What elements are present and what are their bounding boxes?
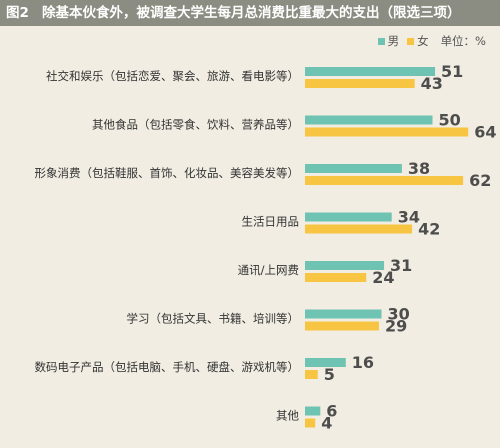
category-label: 形象消费（包括鞋服、首饰、化妆品、美容美发等） <box>35 166 300 180</box>
category-label: 数码电子产品（包括电脑、手机、硬盘、游戏机等） <box>35 360 300 374</box>
unit-label: 单位：% <box>440 34 486 48</box>
value-label-female: 42 <box>418 220 440 239</box>
value-label-female: 62 <box>469 171 491 190</box>
bar-male <box>305 261 385 270</box>
bar-male <box>305 309 382 319</box>
category-label: 社交和娱乐（包括恋爱、聚会、旅游、看电影等） <box>46 69 299 83</box>
category-label: 其他食品（包括零食、饮料、营养品等） <box>92 118 299 132</box>
bar-female <box>305 273 367 282</box>
legend: 男 女 单位：% <box>370 33 486 49</box>
value-label-male: 30 <box>388 305 410 324</box>
bar-female <box>305 176 464 185</box>
value-label-female: 29 <box>385 317 407 336</box>
category-label: 学习（包括文具、书籍、培训等） <box>127 312 300 326</box>
category-label: 其他 <box>276 409 299 423</box>
value-label-female: 4 <box>321 414 332 433</box>
chart-header: 图2 除基本伙食外，被调查大学生每月总消费比重最大的支出（限选三项） <box>0 0 500 26</box>
bar-female <box>305 127 469 137</box>
value-label-male: 34 <box>398 208 420 227</box>
legend-item-female: 女 <box>407 33 429 49</box>
bar-male <box>305 212 392 222</box>
chart-title: 除基本伙食外，被调查大学生每月总消费比重最大的支出（限选三项） <box>42 5 461 21</box>
value-label-female: 5 <box>324 365 335 384</box>
category-label: 生活日用品 <box>242 215 300 229</box>
bar-female <box>305 418 316 428</box>
value-label-male: 31 <box>390 256 412 275</box>
figure-number: 图2 <box>6 5 29 21</box>
value-label-male: 16 <box>352 353 374 372</box>
bar-female <box>305 79 415 88</box>
bar-male <box>305 406 321 416</box>
bar-female <box>305 370 318 379</box>
value-label-male: 6 <box>326 402 337 421</box>
bar-male <box>305 115 433 125</box>
category-label: 通讯/上网费 <box>238 263 299 277</box>
value-label-female: 64 <box>474 123 496 142</box>
legend-label-male: 男 <box>387 34 400 48</box>
legend-swatch-male <box>377 37 385 45</box>
legend-item-male: 男 <box>377 33 400 49</box>
value-label-female: 24 <box>372 268 394 287</box>
legend-swatch-female <box>407 37 415 45</box>
bar-male <box>305 67 436 76</box>
value-label-male: 50 <box>439 111 461 130</box>
legend-label-female: 女 <box>417 34 429 48</box>
value-label-female: 43 <box>421 74 443 93</box>
bar-male <box>305 358 346 367</box>
bar-female <box>305 321 379 331</box>
value-label-male: 38 <box>408 159 430 178</box>
bar-female <box>305 224 413 234</box>
bar-male <box>305 164 402 173</box>
value-label-male: 51 <box>441 62 463 81</box>
